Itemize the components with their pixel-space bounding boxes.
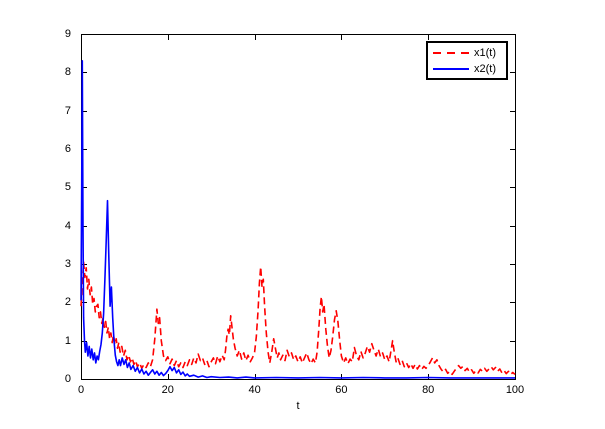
x-tick-label: 40 [248, 384, 261, 396]
y-tick-label: 1 [64, 334, 71, 347]
y-tick-label: 4 [64, 219, 71, 232]
series-line-2 [80, 60, 515, 379]
series-line-1 [80, 261, 516, 376]
y-tick-label: 2 [64, 296, 71, 309]
y-tick-label: 9 [64, 28, 71, 40]
y-tick-label: 0 [64, 373, 71, 385]
legend-label-x2: x2(t) [474, 62, 496, 75]
y-tick-label: 7 [64, 104, 71, 117]
x-tick-label: 100 [505, 384, 525, 396]
y-tick-label: 3 [64, 258, 71, 270]
plot-box [81, 34, 516, 380]
y-tick-label: 8 [64, 66, 71, 79]
y-tick-label: 6 [64, 143, 71, 155]
x-tick-label: 20 [161, 384, 174, 396]
legend-item-x2: x2(t) [433, 61, 503, 76]
x-axis-label: t [296, 400, 300, 412]
legend-item-x1: x1(t) [433, 45, 503, 60]
legend-label-x1: x1(t) [474, 46, 496, 59]
legend: x1(t) x2(t) [426, 41, 508, 80]
x2-solid-line-sample [433, 67, 469, 70]
x1-dashed-line-sample [433, 51, 469, 54]
y-tick-label: 5 [64, 181, 71, 194]
x-tick-label: 0 [77, 384, 85, 396]
x-tick-label: 60 [335, 384, 348, 396]
x-tick-label: 80 [422, 384, 435, 396]
